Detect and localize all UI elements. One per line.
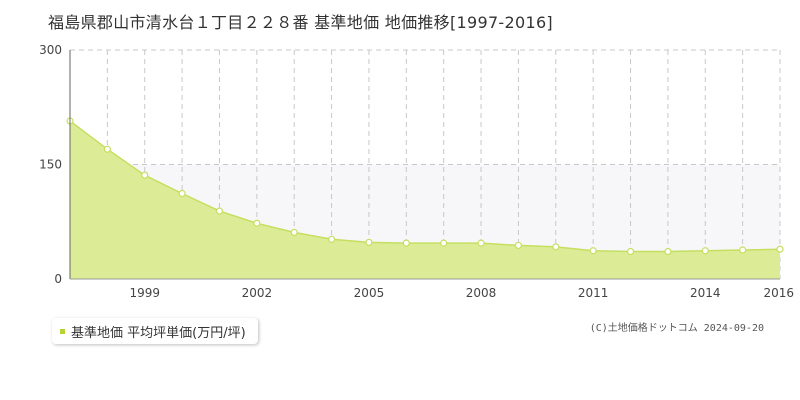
- legend-label: 基準地価 平均坪単価(万円/坪): [71, 325, 246, 341]
- horizontal-grid: [70, 49, 780, 165]
- area-fill: [70, 121, 780, 279]
- x-tick-label: 2005: [354, 286, 385, 300]
- series-line: [69, 120, 781, 253]
- data-point: [589, 247, 597, 255]
- data-point: [402, 239, 410, 247]
- data-point: [215, 207, 224, 215]
- data-point: [141, 171, 149, 179]
- x-tick-label: 2016: [763, 286, 794, 300]
- legend-marker-icon: [60, 328, 65, 334]
- y-tick-label: 300: [39, 43, 62, 57]
- x-tick-label: 2008: [466, 286, 497, 300]
- data-point: [701, 247, 709, 255]
- data-point: [626, 247, 635, 256]
- x-tick-label: 2011: [578, 286, 609, 300]
- data-point: [365, 238, 373, 246]
- data-point: [477, 239, 485, 247]
- chart-title: 福島県郡山市清水台１丁目２２８番 基準地価 地価推移[1997-2016]: [48, 13, 553, 32]
- copyright: (C)土地価格ドットコム 2024-09-20: [589, 323, 764, 334]
- data-point: [290, 228, 298, 237]
- data-point: [664, 247, 672, 256]
- data-point: [327, 235, 336, 243]
- y-tick-label: 0: [54, 272, 62, 286]
- legend: 基準地価 平均坪単価(万円/坪): [52, 318, 258, 344]
- data-point: [739, 246, 747, 254]
- y-tick-label: 150: [39, 158, 62, 172]
- data-point: [552, 243, 560, 251]
- data-point: [253, 219, 261, 227]
- data-point: [178, 189, 186, 198]
- x-tick-label: 1999: [129, 286, 160, 300]
- data-point: [514, 241, 523, 250]
- y-tick-labels: 0 150 300: [39, 43, 62, 286]
- data-point: [440, 239, 448, 247]
- data-point: [103, 145, 111, 153]
- data-point: [776, 245, 784, 253]
- x-tick-labels: 1999 2002 2005 2008 2011 2014 2016: [129, 286, 794, 300]
- x-tick-label: 2014: [690, 286, 721, 300]
- x-tick-label: 2002: [242, 286, 273, 300]
